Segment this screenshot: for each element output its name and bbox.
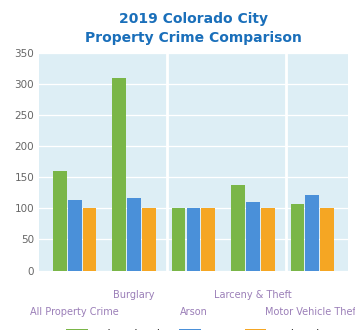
Bar bbox=[127, 198, 141, 271]
Bar bbox=[305, 195, 319, 271]
Legend: Colorado City, Texas, National: Colorado City, Texas, National bbox=[62, 324, 325, 330]
Bar bbox=[291, 204, 304, 271]
Text: Burglary: Burglary bbox=[113, 290, 155, 300]
Text: Arson: Arson bbox=[180, 307, 207, 317]
Text: All Property Crime: All Property Crime bbox=[30, 307, 119, 317]
Text: Motor Vehicle Theft: Motor Vehicle Theft bbox=[265, 307, 355, 317]
Bar bbox=[172, 208, 185, 271]
Bar bbox=[261, 208, 274, 271]
Bar bbox=[68, 200, 82, 271]
Bar bbox=[83, 208, 96, 271]
Bar bbox=[231, 185, 245, 271]
Bar bbox=[142, 208, 156, 271]
Bar bbox=[320, 208, 334, 271]
Bar bbox=[246, 202, 260, 271]
Title: 2019 Colorado City
Property Crime Comparison: 2019 Colorado City Property Crime Compar… bbox=[85, 12, 302, 45]
Text: Larceny & Theft: Larceny & Theft bbox=[214, 290, 292, 300]
Bar bbox=[202, 208, 215, 271]
Bar bbox=[187, 208, 200, 271]
Bar bbox=[53, 171, 67, 271]
Bar bbox=[113, 78, 126, 271]
